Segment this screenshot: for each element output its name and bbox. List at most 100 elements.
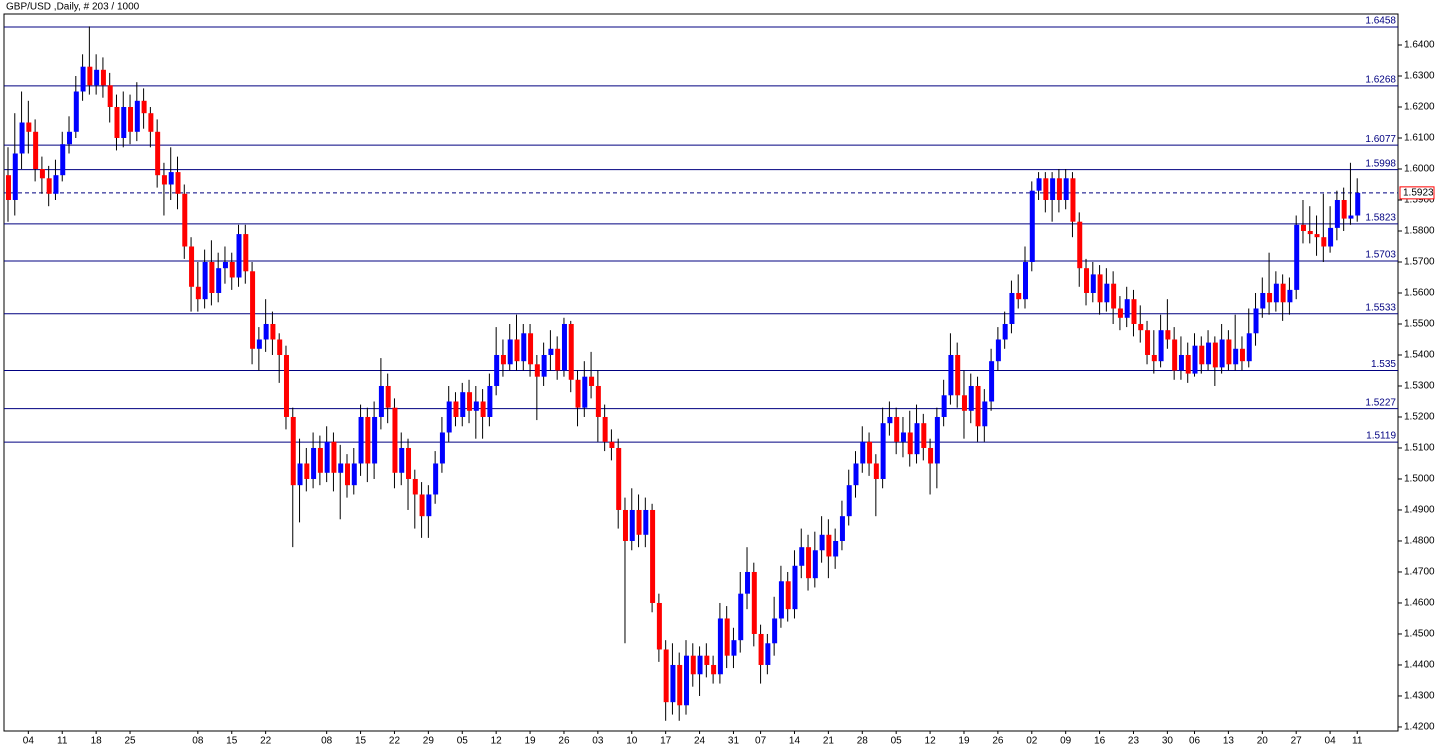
candle-body — [467, 392, 473, 411]
candle-body — [1043, 178, 1049, 200]
y-tick-label: 1.5200 — [1404, 412, 1435, 423]
candle-body — [636, 509, 642, 535]
candle-body — [745, 571, 751, 594]
candle-body — [853, 463, 859, 486]
candle-body — [277, 339, 283, 355]
candle-body — [1016, 292, 1022, 300]
candle-body — [446, 401, 452, 433]
candle-body — [487, 385, 493, 417]
level-label: 1.5823 — [1365, 213, 1396, 224]
candle-body — [317, 447, 323, 473]
candle-body — [724, 618, 730, 656]
x-tick-label: 15 — [355, 736, 367, 747]
candle-body — [1023, 261, 1028, 300]
candle-body — [650, 509, 656, 603]
candle-body — [961, 395, 967, 411]
candle-body — [1158, 330, 1164, 362]
candle-body — [148, 113, 154, 132]
candle-body — [609, 441, 615, 448]
candle-body — [595, 385, 601, 417]
candle-body — [1002, 323, 1008, 340]
candle-body — [914, 423, 920, 455]
candle-body — [643, 509, 649, 535]
candle-body — [399, 447, 405, 473]
candle-body — [995, 339, 1001, 362]
candle-body — [168, 172, 174, 185]
x-tick-label: 22 — [389, 736, 401, 747]
candle-body — [73, 91, 79, 132]
candle-body — [507, 339, 513, 365]
candle-body — [555, 348, 561, 371]
candle-body — [534, 364, 540, 377]
x-tick-label: 05 — [457, 736, 469, 747]
candle-body — [982, 401, 988, 427]
candle-body — [575, 379, 581, 408]
candle-body — [602, 416, 608, 442]
candle-body — [1145, 330, 1151, 355]
candle-body — [161, 175, 167, 185]
candle-body — [907, 432, 913, 455]
candle-body — [222, 261, 228, 269]
candle-body — [1084, 268, 1090, 293]
x-tick-label: 20 — [1257, 736, 1269, 747]
y-tick-label: 1.6100 — [1404, 133, 1435, 144]
candle-body — [839, 516, 845, 541]
candle-body — [1280, 283, 1286, 303]
candle-body — [799, 547, 805, 566]
candle-body — [6, 175, 11, 200]
level-label: 1.6268 — [1365, 75, 1396, 86]
candle-body — [26, 122, 32, 132]
candle-body — [1246, 333, 1252, 362]
x-tick-label: 14 — [789, 736, 801, 747]
chart-title: GBP/USD ,Daily, # 203 / 1000 — [6, 2, 140, 13]
candle-body — [589, 376, 595, 386]
x-tick-label: 07 — [755, 736, 767, 747]
candle-body — [622, 509, 628, 541]
candle-body — [1328, 227, 1334, 247]
candle-body — [243, 234, 249, 272]
level-label: 1.5533 — [1365, 302, 1396, 313]
candle-body — [351, 463, 357, 486]
y-tick-label: 1.4800 — [1404, 536, 1435, 547]
candle-body — [439, 432, 445, 464]
candle-body — [1178, 354, 1184, 371]
x-tick-label: 26 — [992, 736, 1004, 747]
candle-body — [1300, 224, 1306, 231]
x-tick-label: 29 — [423, 736, 435, 747]
y-tick-label: 1.5500 — [1404, 319, 1435, 330]
candle-body — [80, 66, 86, 92]
candle-body — [480, 401, 486, 417]
candle-body — [1239, 348, 1245, 362]
candle-body — [1334, 199, 1340, 228]
candle-body — [433, 463, 439, 495]
candle-body — [792, 565, 798, 610]
candle-body — [1321, 237, 1327, 247]
y-tick-label: 1.5900 — [1404, 195, 1435, 206]
y-tick-label: 1.6300 — [1404, 71, 1435, 82]
candle-body — [60, 144, 66, 176]
candle-body — [236, 234, 242, 278]
x-tick-label: 17 — [660, 736, 672, 747]
candle-body — [1185, 354, 1191, 374]
candle-body — [453, 401, 459, 417]
x-tick-label: 02 — [1026, 736, 1038, 747]
candle-body — [955, 354, 961, 396]
y-tick-label: 1.5400 — [1404, 350, 1435, 361]
candle-body — [629, 509, 635, 541]
x-tick-label: 04 — [23, 736, 35, 747]
candle-body — [494, 354, 500, 386]
candle-body — [867, 441, 873, 464]
candle-body — [616, 447, 622, 510]
candle-body — [283, 354, 289, 417]
candle-body — [372, 416, 378, 464]
level-label: 1.5119 — [1366, 431, 1396, 442]
candle-body — [1070, 178, 1076, 222]
candle-body — [860, 441, 866, 464]
x-tick-label: 25 — [124, 736, 136, 747]
y-tick-label: 1.5000 — [1404, 474, 1435, 485]
candle-body — [561, 323, 567, 371]
candle-body — [216, 268, 222, 293]
y-tick-label: 1.5100 — [1404, 443, 1435, 454]
candle-body — [53, 175, 59, 194]
